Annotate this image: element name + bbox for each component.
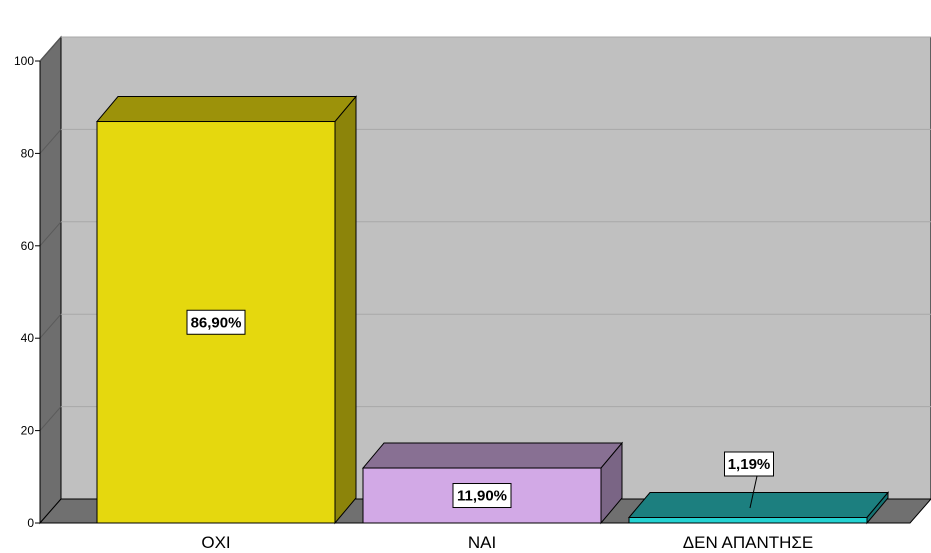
y-tick-label: 100 [14, 54, 34, 68]
bar-top [95, 96, 358, 123]
data-labels: 86,90% 11,90% 1,19% [186, 309, 774, 509]
bar-top [361, 442, 624, 469]
x-tick-label: ΝΑΙ [468, 533, 496, 552]
gridline-side [39, 221, 62, 247]
data-label: 86,90% [186, 309, 246, 335]
y-tick-label: 0 [27, 516, 34, 530]
data-label-leader [749, 475, 758, 509]
data-label-text: 1,19% [728, 456, 771, 473]
bar-2 [361, 441, 624, 525]
data-label-box [724, 451, 774, 477]
data-label-text: 86,90% [191, 314, 242, 331]
y-axis: 0 20 40 60 80 100 [14, 54, 41, 530]
data-label-text: 11,90% [457, 488, 507, 505]
y-tick-label: 20 [21, 424, 35, 438]
side-wall [39, 35, 62, 525]
x-tick-label: ΔΕΝ ΑΠΑΝΤΗΣΕ [683, 533, 814, 552]
bar-side [600, 441, 623, 525]
bar-side [334, 95, 357, 525]
y-tick-label: 80 [21, 146, 35, 160]
data-label-box [186, 309, 246, 335]
gridline-side [39, 129, 62, 154]
bar-1 [95, 95, 358, 525]
data-label: 1,19% [724, 451, 774, 509]
bar-top [627, 492, 890, 519]
bar-3 [627, 491, 890, 525]
bars [95, 95, 890, 525]
gridline-side [39, 406, 62, 431]
data-label-box [452, 483, 512, 509]
bar-front [628, 517, 868, 524]
gridline-side [39, 36, 62, 62]
gridline-side [39, 313, 62, 339]
x-tick-label: ΟΧΙ [201, 533, 230, 552]
y-tick-label: 60 [21, 239, 35, 253]
data-label: 11,90% [452, 483, 512, 509]
y-tick-label: 40 [21, 331, 35, 345]
x-axis: ΟΧΙ ΝΑΙ ΔΕΝ ΑΠΑΝΤΗΣΕ [201, 533, 813, 552]
bar-side [866, 491, 889, 525]
